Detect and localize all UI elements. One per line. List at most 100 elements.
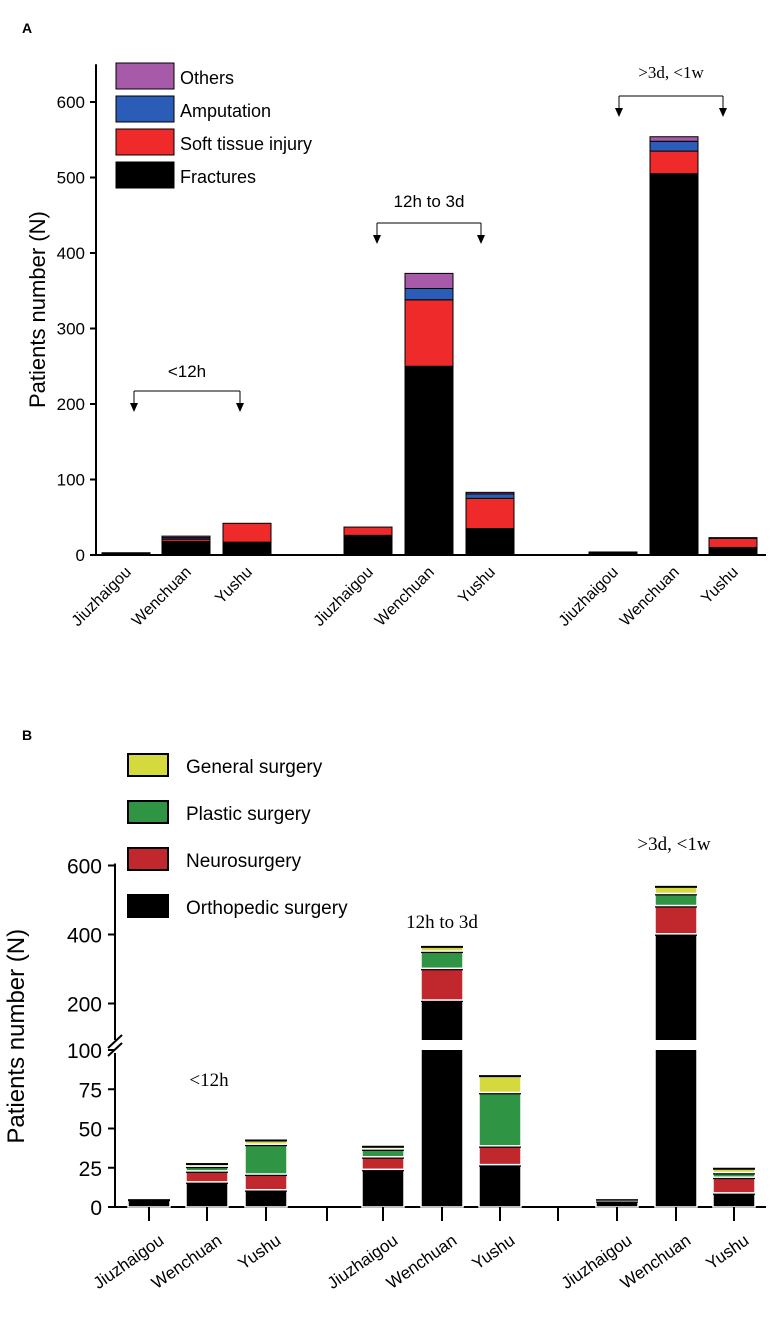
- a-x-tick-label: Jiuzhaigou: [69, 564, 135, 630]
- b-y-tick-label: 0: [90, 1197, 102, 1220]
- b-bar-segment-cap: [362, 1148, 404, 1151]
- a-annotation-arrowhead: [719, 108, 727, 117]
- a-bar-segment: [465, 528, 515, 556]
- b-y-tick-label: 600: [67, 856, 102, 879]
- b-legend-swatch: [127, 894, 169, 918]
- a-bar-segment: [222, 541, 272, 556]
- b-bar-segment: [478, 1163, 522, 1208]
- b-bar-segment-cap: [421, 951, 463, 954]
- b-bar-segment: [361, 1168, 405, 1208]
- b-bar-segment: [654, 904, 698, 935]
- a-annotation-arrowhead: [615, 108, 623, 117]
- a-bar-segment: [708, 537, 758, 548]
- b-y-tick-label: 100: [67, 1040, 102, 1063]
- b-x-tick-label: Yushu: [703, 1231, 753, 1274]
- a-x-tick-label: Jiuzhaigou: [556, 564, 622, 630]
- a-bar-segment: [161, 540, 211, 556]
- a-x-tick-label: Wenchuan: [617, 564, 683, 630]
- a-bar-segment: [649, 136, 699, 142]
- b-bar-segment: [478, 1074, 522, 1094]
- a-legend-label: Soft tissue injury: [180, 134, 312, 154]
- a-bar-segment: [465, 493, 515, 499]
- a-bar-segment: [649, 173, 699, 556]
- b-bar-segment: [244, 1143, 288, 1175]
- a-legend-label: Others: [180, 68, 234, 88]
- a-annotation-arrowhead: [130, 403, 138, 412]
- a-bar-segment: [588, 551, 638, 554]
- a-y-tick-label: 600: [57, 93, 85, 112]
- a-annotation-arrowhead: [477, 235, 485, 244]
- b-bar-segment-cap: [186, 1181, 228, 1184]
- b-bar-segment: [712, 1192, 756, 1208]
- b-legend-label: Neurosurgery: [186, 851, 302, 872]
- b-legend-label: General surgery: [186, 757, 323, 778]
- a-bar-segment: [222, 522, 272, 543]
- b-bar-segment: [244, 1173, 288, 1191]
- b-bar-segment-cap: [479, 1092, 521, 1095]
- b-bar-segment-cap: [655, 933, 697, 936]
- a-legend-swatch: [115, 128, 175, 156]
- b-group-label: <12h: [189, 1070, 229, 1091]
- b-bar-segment-cap: [655, 885, 697, 888]
- a-bar-segment: [101, 552, 151, 556]
- a-group-label: >3d, <1w: [638, 63, 704, 82]
- a-y-tick-label: 500: [57, 169, 85, 188]
- b-bar-segment-cap: [245, 1144, 287, 1147]
- a-legend-swatch: [115, 62, 175, 90]
- a-bar-segment: [404, 272, 454, 289]
- b-bar-segment: [420, 999, 464, 1208]
- b-y-tick-label: 50: [79, 1119, 102, 1142]
- a-bar-segment: [708, 537, 758, 539]
- b-x-tick-label: Yushu: [235, 1231, 285, 1274]
- b-bar-break-gap: [654, 1040, 698, 1050]
- b-bar-segment: [244, 1188, 288, 1208]
- b-legend-label: Plastic surgery: [186, 804, 311, 825]
- b-bar-segment-cap: [245, 1189, 287, 1192]
- a-x-tick-label: Yushu: [455, 564, 498, 607]
- b-bar-segment-cap: [655, 905, 697, 908]
- a-bar-segment: [404, 287, 454, 301]
- a-group-label: <12h: [168, 362, 206, 381]
- a-bar-segment: [465, 497, 515, 530]
- b-bar-segment-cap: [186, 1170, 228, 1173]
- b-legend-label: Orthopedic surgery: [186, 898, 348, 919]
- b-y-tick-label: 200: [67, 994, 102, 1017]
- a-bar-segment: [161, 535, 211, 539]
- b-y-tick-label: 25: [79, 1158, 102, 1181]
- panel-a-label: A: [22, 20, 32, 36]
- a-x-tick-label: Yushu: [698, 564, 741, 607]
- b-legend-swatch: [127, 753, 169, 777]
- b-bar-segment-cap: [713, 1192, 755, 1195]
- b-bar-segment: [478, 1091, 522, 1147]
- a-bar-segment: [649, 140, 699, 152]
- b-y-tick-label: 75: [79, 1079, 102, 1102]
- b-legend-swatch: [127, 847, 169, 871]
- b-bar-segment-cap: [128, 1199, 170, 1202]
- b-bar-segment-cap: [479, 1075, 521, 1078]
- b-bar-segment-cap: [655, 893, 697, 896]
- panel-b-label: B: [22, 727, 32, 743]
- b-bar-segment-cap: [421, 968, 463, 971]
- b-bar-segment: [185, 1181, 229, 1208]
- b-bar-segment: [654, 933, 698, 1208]
- a-y-axis-label: Patients number (N): [25, 211, 50, 408]
- b-bar-break-gap: [420, 1040, 464, 1050]
- b-bar-segment: [420, 967, 464, 1001]
- b-x-tick-label: Yushu: [469, 1231, 519, 1274]
- a-x-tick-label: Wenchuan: [129, 564, 195, 630]
- a-x-tick-label: Yushu: [212, 564, 255, 607]
- b-axis-break-mark: [107, 1034, 123, 1049]
- b-bar-segment-cap: [596, 1199, 638, 1201]
- a-group-label: 12h to 3d: [394, 192, 465, 211]
- b-bar-segment-cap: [713, 1167, 755, 1170]
- a-bar-segment: [649, 150, 699, 175]
- b-bar-segment-cap: [421, 945, 463, 948]
- b-bar-segment: [420, 950, 464, 970]
- a-bar-segment: [465, 491, 515, 495]
- b-bar-segment-cap: [713, 1177, 755, 1180]
- b-bar-segment: [478, 1145, 522, 1166]
- b-bar-segment-cap: [479, 1145, 521, 1148]
- b-bar-segment-cap: [245, 1174, 287, 1177]
- b-bar-segment: [712, 1176, 756, 1194]
